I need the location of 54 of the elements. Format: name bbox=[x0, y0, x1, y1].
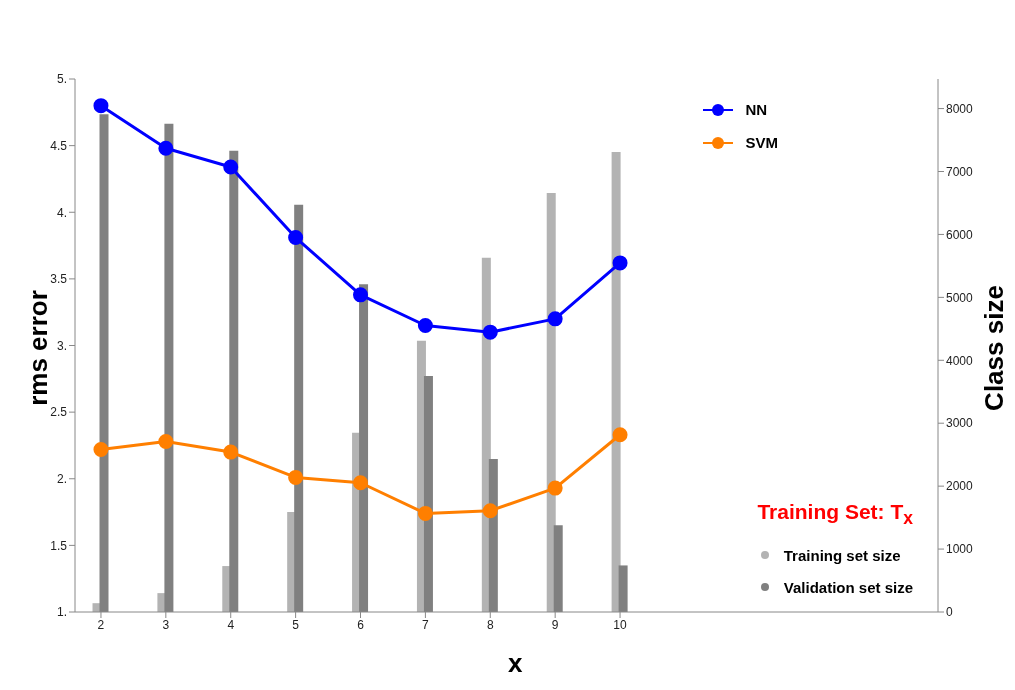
bar bbox=[611, 152, 621, 612]
point bbox=[417, 505, 433, 521]
y-tick-label: 4. bbox=[56, 205, 67, 220]
y2-tick-label: 8000 bbox=[946, 101, 974, 116]
point bbox=[547, 480, 563, 496]
x-tick-label: 7 bbox=[422, 617, 430, 632]
legend-label: SVM bbox=[744, 133, 778, 153]
point bbox=[288, 230, 304, 246]
point bbox=[612, 255, 628, 271]
legend-title: Training Set: T$_{x}$ bbox=[757, 500, 913, 529]
x-tick-label: 6 bbox=[357, 617, 365, 632]
legend-label: NN bbox=[744, 100, 769, 120]
y-tick-label: 5. bbox=[56, 72, 67, 87]
x-tick-label: 2 bbox=[97, 617, 105, 632]
x-axis-title: x bbox=[508, 648, 523, 678]
y2-axis-title: Class size bbox=[978, 285, 1009, 411]
point bbox=[93, 98, 109, 114]
legend-label: Validation set size bbox=[782, 577, 913, 598]
y-tick-label: 1.5 bbox=[50, 538, 68, 553]
y2-tick-label: 1000 bbox=[946, 542, 974, 557]
y-tick-label: 3.5 bbox=[50, 272, 68, 287]
y-tick-label: 2.5 bbox=[50, 405, 68, 420]
x-tick-label: 3 bbox=[162, 617, 170, 632]
point bbox=[223, 159, 239, 175]
y-axis-title: rms error bbox=[22, 290, 53, 406]
point bbox=[158, 433, 174, 449]
y-tick-label: 3. bbox=[56, 338, 67, 353]
y-tick-label: 2. bbox=[56, 472, 67, 487]
point bbox=[353, 475, 368, 491]
point bbox=[482, 503, 498, 519]
point bbox=[158, 140, 174, 156]
x-tick-label: 4 bbox=[227, 617, 235, 632]
point bbox=[288, 469, 304, 485]
legend-label: Training set size bbox=[782, 545, 902, 566]
x-tick-label: 5 bbox=[292, 617, 300, 632]
y2-tick-label: 4000 bbox=[946, 353, 974, 368]
point bbox=[93, 441, 109, 457]
y-tick-label: 4.5 bbox=[50, 138, 68, 153]
y-tick-label: 1. bbox=[56, 605, 67, 620]
y2-tick-label: 6000 bbox=[946, 227, 974, 242]
x-tick-label: 10 bbox=[613, 617, 628, 632]
point bbox=[417, 318, 433, 334]
y2-tick-label: 7000 bbox=[946, 164, 974, 179]
y2-tick-label: 2000 bbox=[946, 479, 974, 494]
point bbox=[353, 287, 368, 303]
y2-tick-label: 0 bbox=[946, 605, 953, 620]
point bbox=[482, 324, 498, 340]
x-tick-label: 9 bbox=[551, 617, 559, 632]
y2-tick-label: 5000 bbox=[946, 290, 974, 305]
point bbox=[223, 444, 239, 460]
point bbox=[547, 311, 563, 327]
x-tick-label: 8 bbox=[486, 617, 494, 632]
point bbox=[612, 427, 628, 443]
y2-tick-label: 3000 bbox=[946, 416, 974, 431]
